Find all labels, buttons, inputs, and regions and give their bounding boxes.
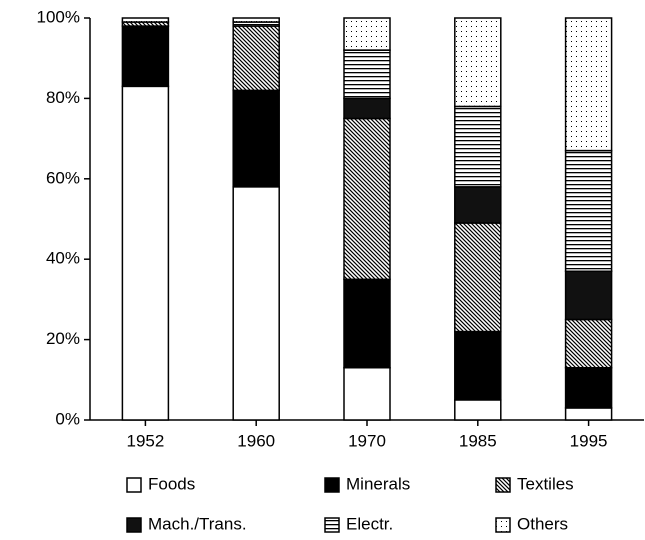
bar-segment [454, 186, 502, 224]
legend-label: Foods [148, 474, 195, 493]
bar-segment [343, 117, 391, 281]
y-tick-label: 0% [55, 409, 80, 428]
bar-segment [343, 366, 391, 421]
legend-swatch [324, 517, 340, 533]
bar-segment [232, 89, 280, 188]
bar-segment [121, 85, 170, 421]
legend-swatch [126, 517, 142, 533]
bar-segment [454, 17, 502, 108]
bar-segment [564, 149, 613, 273]
bar-segment [454, 105, 502, 188]
y-tick-label: 60% [46, 168, 80, 187]
bar-segment [454, 330, 502, 401]
legend-label: Minerals [346, 474, 410, 493]
bar-segment [564, 318, 613, 369]
x-tick-label: 1995 [570, 431, 608, 450]
legend-label: Electr. [346, 514, 393, 533]
y-tick-label: 80% [46, 88, 80, 107]
y-tick-label: 100% [37, 7, 80, 26]
legend-swatch [126, 477, 142, 493]
y-tick-label: 20% [46, 329, 80, 348]
y-tick-label: 40% [46, 249, 80, 268]
bar-segment [564, 407, 613, 421]
bar-segment [232, 25, 280, 92]
legend-swatch [495, 477, 511, 493]
bar-segment [232, 186, 280, 421]
bar-segment [121, 25, 170, 88]
bar-segment [564, 17, 613, 152]
legend-label: Others [517, 514, 568, 533]
bar-segment [232, 17, 280, 23]
bar-segment [343, 17, 391, 51]
legend-swatch [324, 477, 340, 493]
bar-segment [454, 399, 502, 421]
x-tick-label: 1970 [348, 431, 386, 450]
legend-label: Textiles [517, 474, 574, 493]
bar-segment [564, 270, 613, 321]
bar-segment [343, 278, 391, 369]
x-tick-label: 1960 [237, 431, 275, 450]
x-tick-label: 1985 [459, 431, 497, 450]
legend-swatch [495, 517, 511, 533]
x-tick-label: 1952 [126, 431, 164, 450]
bar-segment [454, 222, 502, 333]
bar-segment [343, 97, 391, 120]
legend-label: Mach./Trans. [148, 514, 247, 533]
bar-segment [343, 49, 391, 100]
bar-segment [121, 17, 170, 23]
bar-segment [564, 366, 613, 409]
